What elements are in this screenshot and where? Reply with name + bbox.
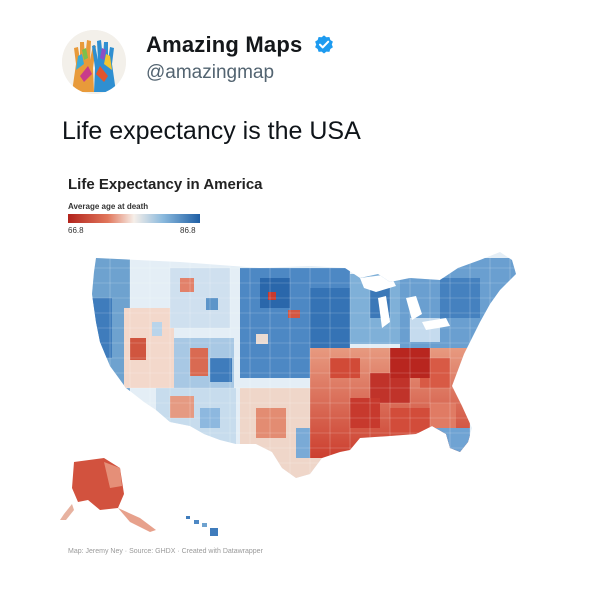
contiguous-us	[92, 252, 516, 478]
legend-max-label: 86.8	[180, 226, 196, 235]
map-card: Life Expectancy in America Average age a…	[60, 168, 540, 568]
account-names: Amazing Maps @amazingmap	[146, 32, 335, 84]
map-footer: Map: Jeremy Ney · Source: GHDX · Created…	[68, 548, 263, 555]
map-title: Life Expectancy in America	[68, 176, 263, 193]
tweet-header: Amazing Maps @amazingmap	[62, 26, 562, 96]
tweet-text: Life expectancy is the USA	[62, 117, 361, 145]
display-name[interactable]: Amazing Maps	[146, 32, 303, 57]
avatar[interactable]	[62, 30, 126, 94]
us-life-expectancy-map	[60, 252, 516, 536]
account-handle[interactable]: @amazingmap	[146, 62, 275, 83]
verified-badge-icon	[314, 35, 333, 54]
painted-hands-icon	[62, 30, 126, 94]
hawaii	[186, 516, 218, 536]
legend-title: Average age at death	[68, 202, 149, 211]
legend-gradient-bar	[68, 214, 200, 223]
legend-min-label: 66.8	[68, 226, 84, 235]
alaska	[60, 458, 156, 532]
